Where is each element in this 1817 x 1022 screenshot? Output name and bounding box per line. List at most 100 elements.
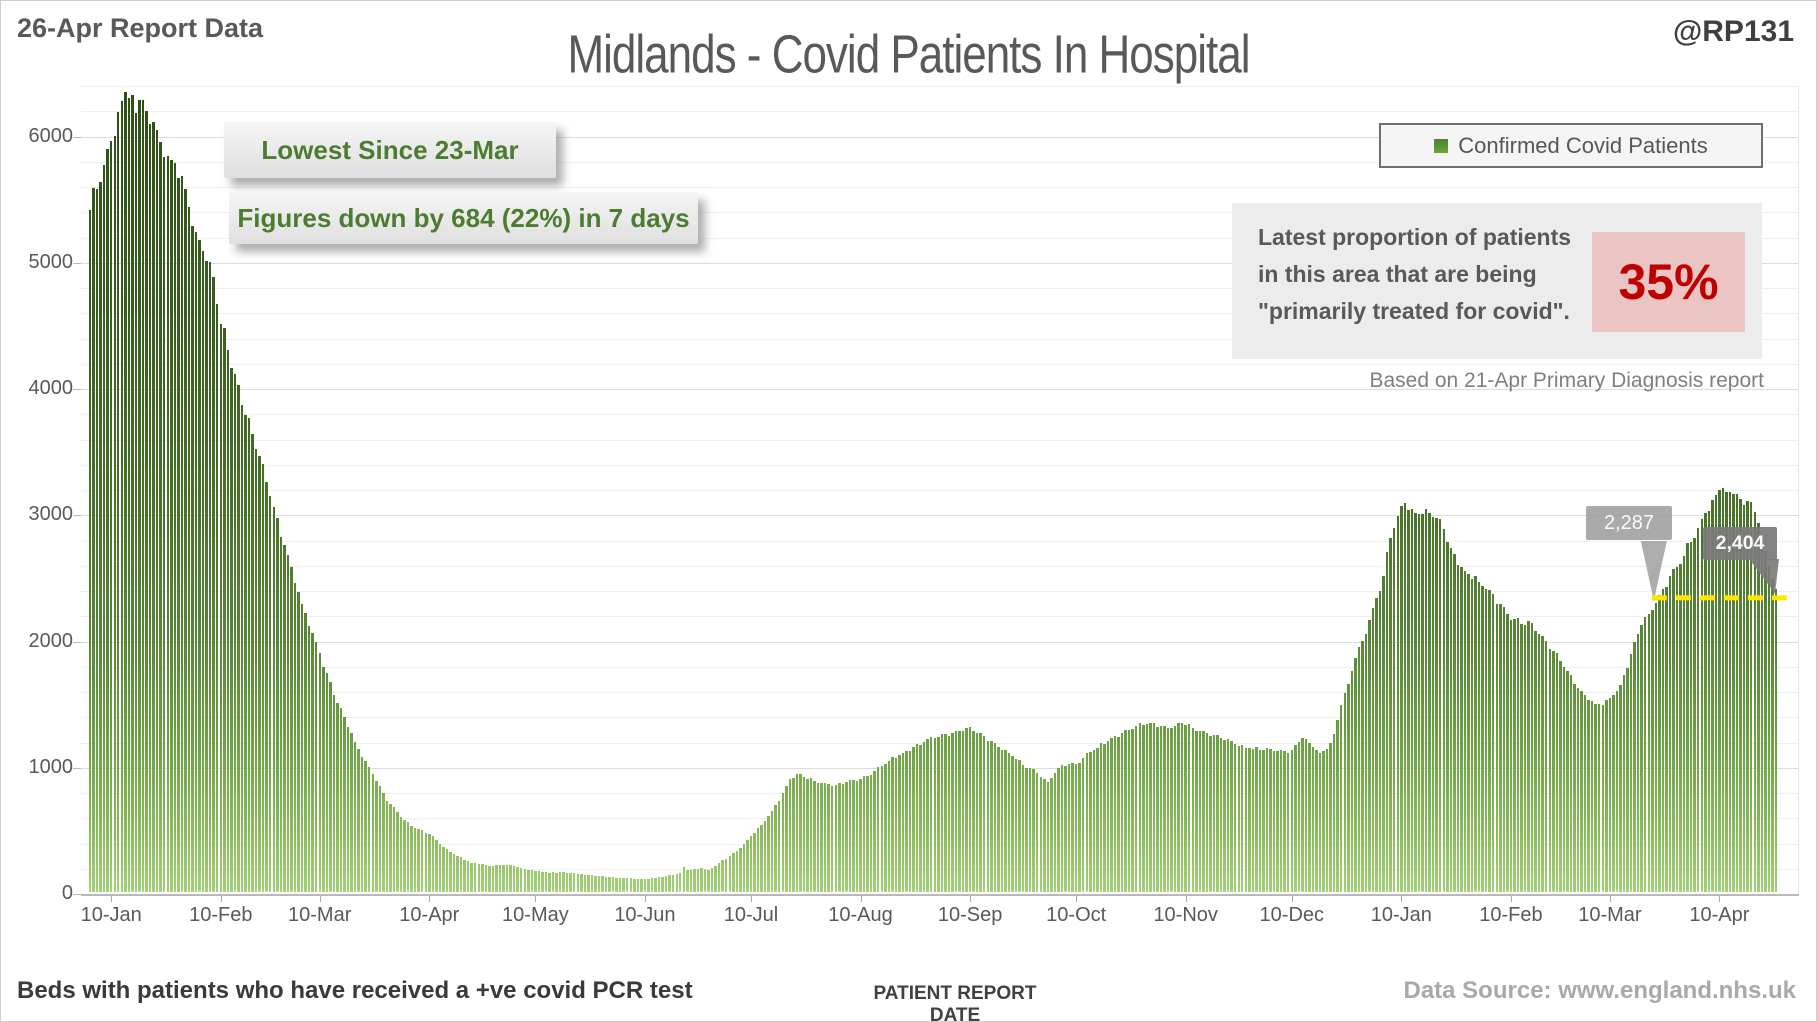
- bar: [166, 155, 169, 892]
- bar: [290, 567, 293, 892]
- gridline: [81, 717, 1799, 719]
- plot-right-border: [1798, 86, 1799, 894]
- bar: [410, 825, 413, 892]
- bar: [1043, 778, 1046, 892]
- bar: [177, 177, 180, 892]
- bar: [1491, 594, 1495, 892]
- x-axis-tick: [1510, 896, 1512, 902]
- bar: [417, 828, 420, 892]
- x-axis-label: 10-Feb: [1479, 904, 1543, 926]
- bar: [477, 864, 481, 892]
- bar: [201, 250, 205, 892]
- bar: [502, 864, 505, 892]
- bar: [1714, 494, 1718, 892]
- bar: [746, 839, 749, 892]
- bar: [604, 876, 608, 892]
- bar: [1400, 505, 1403, 892]
- bar: [806, 778, 809, 892]
- bar: [749, 836, 753, 892]
- data-source: Data Source: www.england.nhs.uk: [1403, 977, 1796, 1004]
- bar: [1301, 738, 1304, 892]
- bar: [1124, 730, 1127, 892]
- bar: [1552, 651, 1555, 892]
- bar: [261, 463, 265, 892]
- bar: [276, 518, 279, 892]
- bar: [799, 774, 802, 892]
- bar: [537, 871, 541, 892]
- bar: [286, 555, 290, 892]
- x-axis-tick: [860, 896, 862, 902]
- bar: [1389, 537, 1392, 892]
- y-axis-label: 4000: [28, 377, 74, 399]
- page-title: Midlands - Covid Patients In Hospital: [567, 25, 1251, 85]
- bar: [466, 860, 470, 892]
- bar: [92, 187, 95, 892]
- bar: [1081, 758, 1085, 892]
- bar: [1074, 763, 1078, 892]
- bar: [1046, 781, 1050, 892]
- bar: [696, 868, 700, 892]
- bar: [551, 872, 555, 892]
- legend: Confirmed Covid Patients: [1379, 123, 1763, 168]
- bar: [1308, 742, 1311, 892]
- bar: [753, 832, 756, 892]
- bar: [1527, 621, 1530, 892]
- bar: [1283, 750, 1286, 892]
- bar: [675, 874, 678, 892]
- bar: [1559, 660, 1562, 892]
- bar: [124, 91, 127, 892]
- bar: [1619, 684, 1622, 892]
- bar: [1021, 765, 1025, 892]
- bar: [615, 877, 618, 892]
- bar: [134, 113, 138, 892]
- bar: [548, 872, 551, 892]
- bar: [1612, 695, 1615, 892]
- bar: [463, 859, 466, 892]
- bar: [594, 875, 597, 892]
- bar: [576, 873, 579, 892]
- bar: [1028, 768, 1032, 892]
- bar: [1587, 700, 1590, 892]
- bar: [1255, 747, 1258, 892]
- bar: [240, 405, 244, 892]
- bar: [1661, 588, 1665, 892]
- bar: [1442, 529, 1445, 892]
- bar: [809, 778, 813, 892]
- bar: [1467, 573, 1470, 892]
- gridline: [81, 565, 1799, 567]
- primary-diagnosis-info-box: Latest proportion of patients in this ar…: [1232, 203, 1762, 359]
- bar: [1651, 609, 1654, 892]
- x-axis-tick: [970, 896, 972, 902]
- bar: [251, 433, 254, 892]
- bar: [138, 100, 141, 892]
- gridline: [81, 389, 1799, 390]
- bar: [1636, 633, 1640, 892]
- bar: [1438, 519, 1442, 892]
- bar: [120, 100, 124, 892]
- bar: [770, 811, 774, 892]
- bar: [1272, 751, 1276, 892]
- bar: [813, 781, 816, 892]
- bar: [322, 666, 325, 892]
- bar: [1679, 563, 1682, 892]
- bar: [495, 864, 498, 892]
- bar: [1297, 742, 1301, 892]
- bar: [159, 142, 162, 892]
- bar: [1050, 777, 1053, 892]
- bar: [703, 869, 707, 892]
- bar: [944, 733, 947, 892]
- bar: [1053, 772, 1057, 892]
- info-line: in this area that are being: [1258, 261, 1537, 287]
- bar: [838, 783, 841, 892]
- x-axis-tick: [1076, 896, 1078, 902]
- gridline: [81, 187, 1799, 188]
- bar: [767, 815, 770, 892]
- bar: [1449, 547, 1453, 892]
- bar: [1658, 594, 1661, 892]
- bar: [1135, 725, 1138, 892]
- bar: [184, 188, 187, 892]
- bar: [1375, 597, 1378, 892]
- bar: [1495, 603, 1498, 892]
- bar: [1216, 734, 1219, 892]
- bar: [1276, 750, 1279, 892]
